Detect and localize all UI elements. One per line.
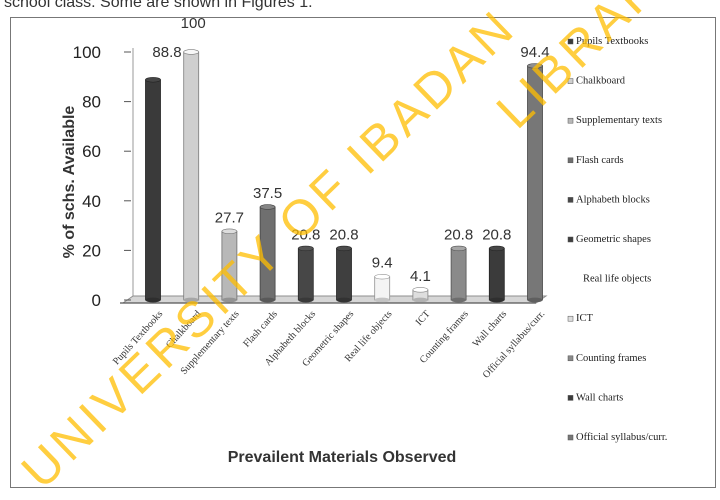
legend-label: Official syllabus/curr. [576,432,667,443]
legend-swatch [567,38,574,45]
bar-base [336,297,352,303]
legend-swatch [567,78,574,84]
data-label: 20.8 [291,226,320,243]
y-tick-label: 20 [82,241,101,260]
legend-swatch [567,197,574,203]
bar [145,79,161,301]
data-label: 100 [181,15,206,32]
bar-base [298,297,314,303]
data-label: 94.4 [520,44,549,61]
legend-swatch [567,236,574,243]
x-tick-label: Chalkboard [164,309,203,351]
bar [488,248,505,301]
data-label: 37.5 [253,185,282,202]
y-tick-label: 80 [82,93,101,112]
legend-swatch [567,117,574,124]
bar [297,248,314,301]
bar-top [374,273,391,280]
legend-label: Geometric shapes [576,234,651,245]
bar-base [527,297,543,303]
data-label: 20.8 [482,226,511,243]
legend-label: Pupils Textbooks [576,36,648,47]
bar-top [488,245,505,252]
bar-top [527,63,543,69]
y-axis-title: % of schs. Available [61,106,78,259]
legend-swatch [567,434,574,441]
data-label: 4.1 [410,268,431,285]
bar-top [297,245,314,252]
data-label: 20.8 [444,226,473,243]
x-tick-label: Pupils Textbooks [111,309,165,368]
bar-base [183,297,199,303]
legend-label: ICT [576,313,594,324]
chart-frame [10,17,716,488]
legend-swatch [567,395,574,401]
data-label: 9.4 [372,255,393,272]
legend-label: Counting frames [576,353,646,364]
bar [183,51,200,301]
bar [450,248,467,301]
legend-label: Chalkboard [576,76,626,87]
y-tick-label: 0 [92,291,101,310]
bar-base [260,297,276,303]
bar [221,230,238,301]
bar-top [221,228,238,235]
bar [527,65,543,301]
y-tick-label: 100 [73,43,101,62]
bar-base [489,297,505,303]
bar [259,206,276,301]
bar-top [450,245,467,252]
legend-label: Alphabeth blocks [576,194,650,205]
bar-top [336,245,352,252]
bar-top [183,49,199,55]
bar-top [412,287,429,293]
x-tick-label: Wall charts [471,309,509,350]
legend-swatch [567,315,574,322]
bar-base [451,297,467,303]
caption-text: school class. Some are shown in Figures … [4,0,313,11]
legend-label: Flash cards [576,155,624,166]
x-tick-label: ICT [414,309,433,328]
legend-swatch [567,157,574,164]
legend-label: Real life objects [583,274,651,285]
y-tick-label: 40 [82,192,101,211]
bar [336,248,352,301]
x-tick-label: Flash cards [241,309,280,350]
bar-top [259,204,276,210]
legend-swatch [567,355,574,362]
data-label: 20.8 [329,226,358,243]
legend-label: Wall charts [576,392,623,403]
legend-label: Supplementary texts [576,115,662,126]
bar [374,276,391,301]
bar-base [221,297,237,303]
y-tick-label: 60 [82,142,101,161]
x-axis-title: Prevailent Materials Observed [228,449,457,466]
bar-base [412,297,428,303]
data-label: 88.8 [152,44,181,61]
data-label: 27.7 [215,209,244,226]
bar-base [374,297,390,303]
bar-base [145,297,161,303]
bar-top [145,77,161,83]
